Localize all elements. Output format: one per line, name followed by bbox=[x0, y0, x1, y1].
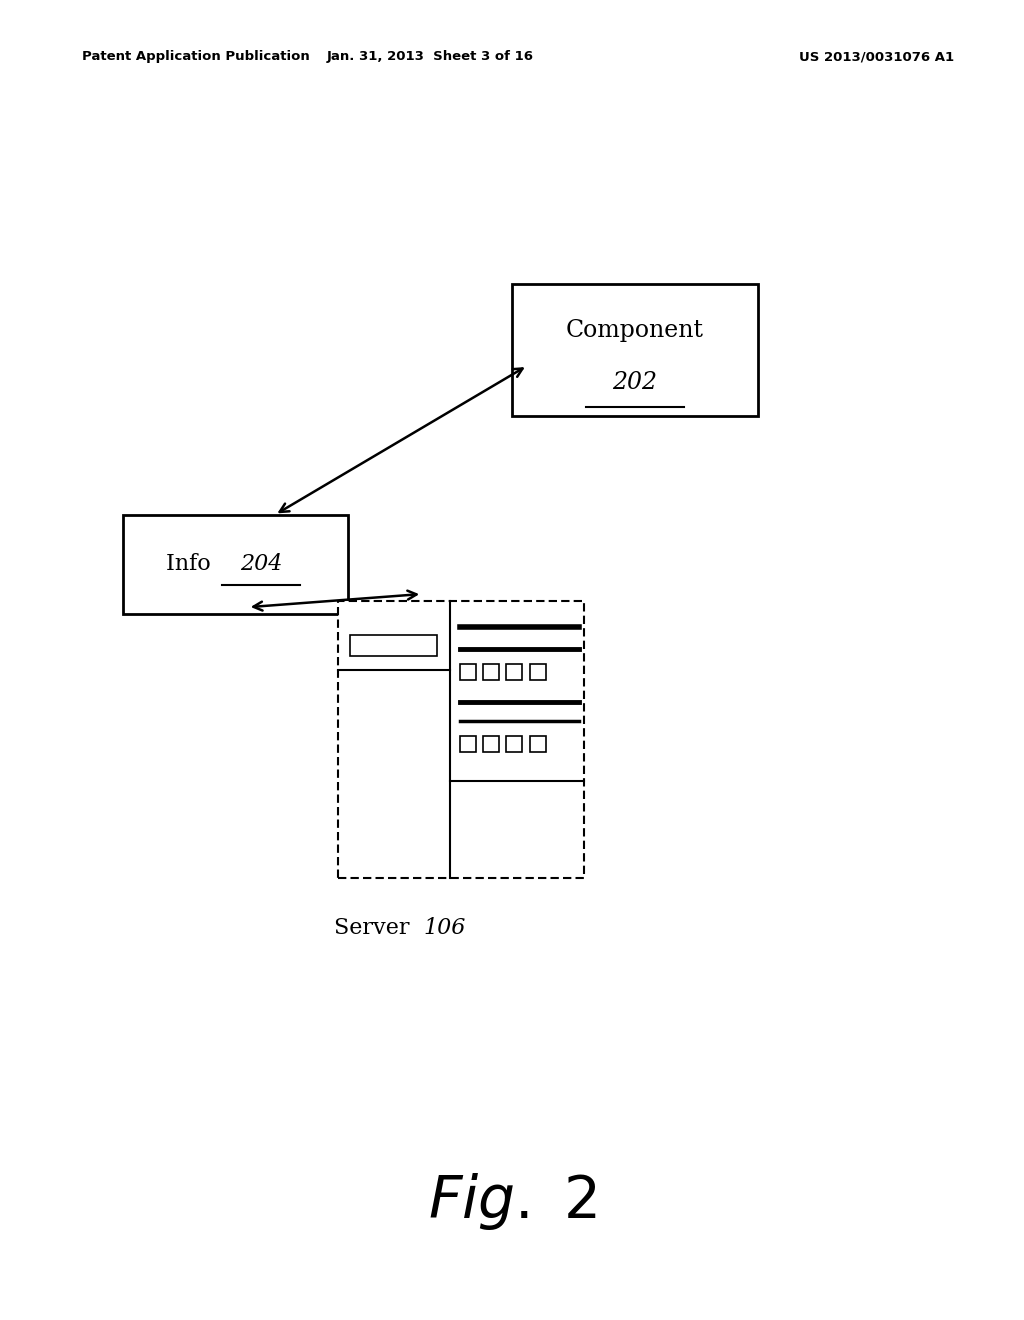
Text: Server: Server bbox=[334, 917, 424, 939]
FancyBboxPatch shape bbox=[529, 737, 546, 751]
Text: US 2013/0031076 A1: US 2013/0031076 A1 bbox=[799, 50, 953, 63]
FancyBboxPatch shape bbox=[506, 737, 522, 751]
FancyBboxPatch shape bbox=[483, 664, 499, 680]
FancyBboxPatch shape bbox=[460, 664, 475, 680]
FancyBboxPatch shape bbox=[483, 737, 499, 751]
Text: 204: 204 bbox=[240, 553, 283, 576]
Text: Component: Component bbox=[566, 318, 703, 342]
Text: Patent Application Publication: Patent Application Publication bbox=[82, 50, 309, 63]
FancyBboxPatch shape bbox=[529, 664, 546, 680]
FancyBboxPatch shape bbox=[460, 737, 475, 751]
FancyBboxPatch shape bbox=[338, 601, 584, 878]
Text: $\it{Fig.\ 2}$: $\it{Fig.\ 2}$ bbox=[427, 1171, 597, 1232]
Text: Info: Info bbox=[166, 553, 225, 576]
FancyBboxPatch shape bbox=[506, 664, 522, 680]
Text: 202: 202 bbox=[612, 371, 657, 395]
Text: 106: 106 bbox=[424, 917, 466, 939]
Text: Jan. 31, 2013  Sheet 3 of 16: Jan. 31, 2013 Sheet 3 of 16 bbox=[327, 50, 534, 63]
FancyBboxPatch shape bbox=[350, 635, 437, 656]
FancyBboxPatch shape bbox=[123, 515, 348, 614]
FancyBboxPatch shape bbox=[512, 284, 758, 416]
